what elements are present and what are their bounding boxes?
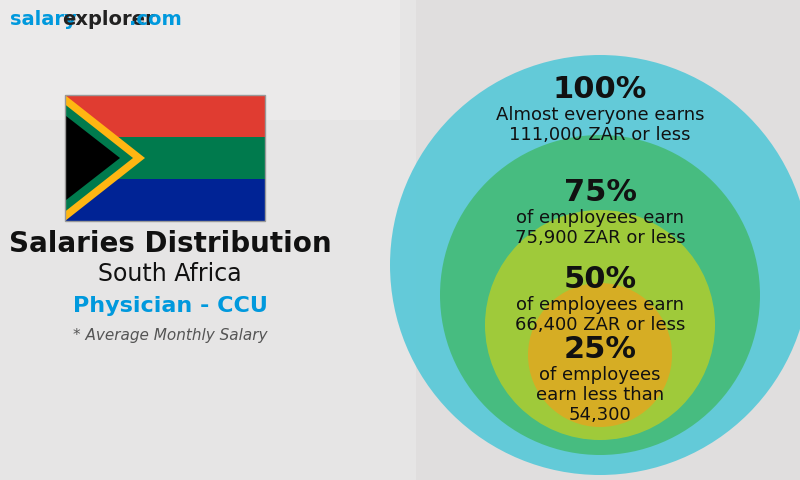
Text: South Africa: South Africa [98, 262, 242, 286]
Text: Physician - CCU: Physician - CCU [73, 296, 267, 316]
FancyBboxPatch shape [0, 0, 416, 480]
Text: of employees: of employees [539, 366, 661, 384]
Polygon shape [65, 115, 120, 201]
Text: * Average Monthly Salary: * Average Monthly Salary [73, 328, 267, 343]
FancyBboxPatch shape [0, 0, 400, 120]
FancyBboxPatch shape [65, 95, 265, 137]
Circle shape [528, 283, 672, 427]
Text: 66,400 ZAR or less: 66,400 ZAR or less [515, 316, 685, 334]
Text: salary: salary [10, 10, 77, 29]
Text: 111,000 ZAR or less: 111,000 ZAR or less [510, 126, 690, 144]
Text: 50%: 50% [563, 265, 637, 294]
FancyBboxPatch shape [65, 179, 265, 221]
Circle shape [440, 135, 760, 455]
Polygon shape [65, 105, 133, 212]
Text: explorer: explorer [62, 10, 154, 29]
Circle shape [390, 55, 800, 475]
Text: 25%: 25% [563, 335, 637, 364]
Polygon shape [65, 95, 145, 221]
FancyBboxPatch shape [65, 179, 265, 185]
Text: 75%: 75% [563, 178, 637, 207]
Circle shape [485, 210, 715, 440]
Text: .com: .com [129, 10, 182, 29]
FancyBboxPatch shape [65, 137, 265, 144]
Text: of employees earn: of employees earn [516, 296, 684, 314]
Text: 75,900 ZAR or less: 75,900 ZAR or less [514, 229, 686, 247]
Text: 54,300: 54,300 [569, 406, 631, 424]
Text: Salaries Distribution: Salaries Distribution [9, 230, 331, 258]
Text: earn less than: earn less than [536, 386, 664, 404]
Text: Almost everyone earns: Almost everyone earns [496, 106, 704, 124]
Text: 100%: 100% [553, 75, 647, 104]
FancyBboxPatch shape [65, 137, 265, 179]
Text: of employees earn: of employees earn [516, 209, 684, 227]
